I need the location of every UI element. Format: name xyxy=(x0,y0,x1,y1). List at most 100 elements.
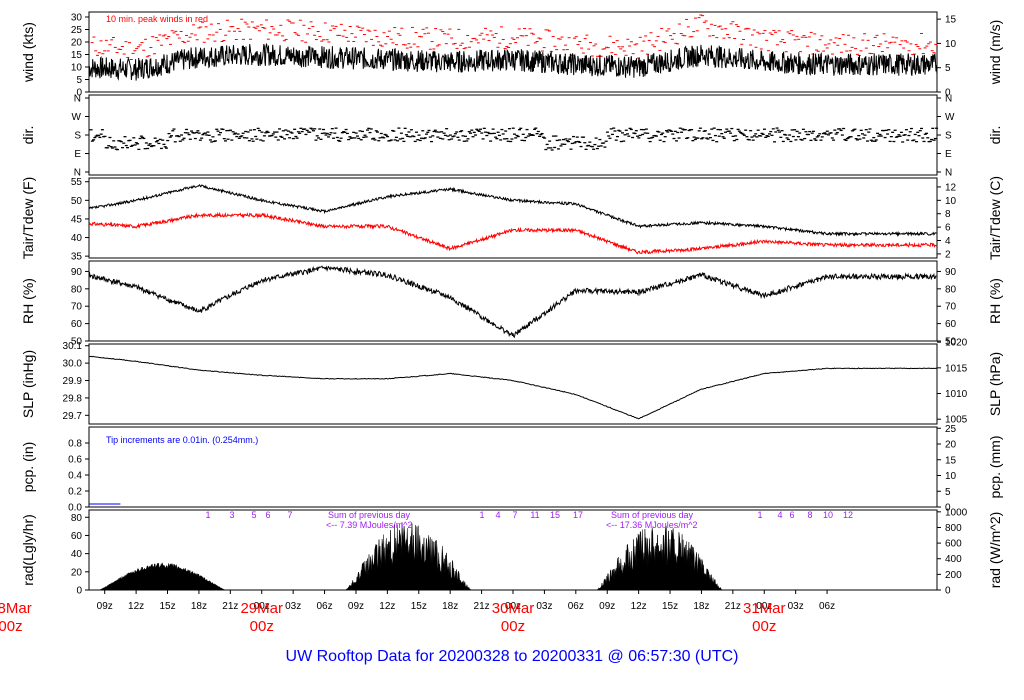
x-tick-label: 21z xyxy=(725,601,741,612)
rad-wm2-tick-label: 400 xyxy=(945,554,962,565)
x-tick-label: 18z xyxy=(442,601,458,612)
pressure-line xyxy=(88,355,938,420)
rad-tick-label: 0 xyxy=(76,586,82,597)
slp-hpa-tick-label: 1010 xyxy=(945,389,968,400)
x-tick-label: 00z xyxy=(505,601,521,612)
x-tick-label: 09z xyxy=(348,601,364,612)
rad-hour-mark: 15 xyxy=(550,510,560,520)
dir-tick-label: S xyxy=(74,131,81,142)
rh-r-tick-label: 70 xyxy=(945,302,957,313)
panel-frame-2 xyxy=(88,177,938,259)
day-label-date: 29Mar xyxy=(240,600,283,617)
slp-tick-label: 30.0 xyxy=(63,359,83,370)
x-tick-label: 03z xyxy=(788,601,804,612)
dir-tick-label-right: S xyxy=(945,131,952,142)
rh-r-tick-label: 90 xyxy=(945,267,957,278)
dewpoint-line xyxy=(88,211,937,255)
rad-tick-label: 40 xyxy=(71,549,83,560)
radiation-day-1 xyxy=(99,562,226,591)
dir-tick-label-right: N xyxy=(945,94,952,105)
dir-tick-label: W xyxy=(72,112,82,123)
pcp-tick-label: 0.2 xyxy=(68,487,82,498)
day-label-hour: 00z xyxy=(752,618,776,635)
rh-tick-label: 70 xyxy=(71,302,83,313)
pcp-tick-label: 0.8 xyxy=(68,439,82,450)
rad-hour-mark: 10 xyxy=(823,510,833,520)
wind-tick-label: 0 xyxy=(76,88,82,99)
wind-ms-tick-label: 5 xyxy=(945,63,951,74)
rad-hour-mark: 1 xyxy=(757,510,762,520)
x-tick-label: 06z xyxy=(316,601,332,612)
rh-r-tick-label: 80 xyxy=(945,284,957,295)
wind-ms-tick-label: 10 xyxy=(945,39,957,50)
x-tick-label: 15z xyxy=(159,601,175,612)
wind-tick-label: 20 xyxy=(71,38,83,49)
pcp-tick-label: 0.0 xyxy=(68,503,82,514)
x-tick-label: 12z xyxy=(128,601,144,612)
pcp-mm-tick-label: 25 xyxy=(945,424,957,435)
temp-c-tick-label: 10 xyxy=(945,196,957,207)
day-label-date: 31Mar xyxy=(743,600,786,617)
temp-c-tick-label: 2 xyxy=(945,249,951,260)
rh-tick-label: 60 xyxy=(71,319,83,330)
slp-tick-label: 30.1 xyxy=(63,341,83,352)
rad-wm2-tick-label: 1000 xyxy=(945,507,968,518)
x-tick-label: 15z xyxy=(411,601,427,612)
wind-ylabel-right: wind (m/s) xyxy=(987,20,1003,86)
wind-tick-label: 25 xyxy=(71,25,83,36)
pcp-mm-tick-label: 15 xyxy=(945,455,957,466)
slp-tick-label: 29.8 xyxy=(63,393,83,404)
rad-wm2-tick-label: 0 xyxy=(945,586,951,597)
dir-tick-label: E xyxy=(74,149,81,160)
rad-hour-mark: 4 xyxy=(777,510,782,520)
temp-tick-label: 40 xyxy=(71,233,83,244)
x-tick-label: 03z xyxy=(536,601,552,612)
pcp-tick-label: 0.6 xyxy=(68,455,82,466)
rh-ylabel-right: RH (%) xyxy=(987,278,1003,324)
rad-hour-mark: 6 xyxy=(789,510,794,520)
pcp-ylabel-right: pcp. (mm) xyxy=(987,436,1003,499)
x-tick-label: 00z xyxy=(756,601,772,612)
day-label-hour: 00z xyxy=(501,618,525,635)
rad-note-2: <-- 7.39 MJoules/m^2 xyxy=(326,520,413,530)
rad-note-3: Sum of previous day xyxy=(611,510,694,520)
panel-frame-6 xyxy=(88,509,938,591)
panel-frame-3 xyxy=(88,260,938,342)
wind-ms-tick-label: 0 xyxy=(945,88,951,99)
rh-r-tick-label: 50 xyxy=(945,337,957,348)
temp-c-tick-label: 6 xyxy=(945,223,951,234)
wind-tick-label: 15 xyxy=(71,50,83,61)
dir-tick-label: N xyxy=(74,168,81,179)
x-tick-label: 03z xyxy=(285,601,301,612)
panel-frame-0 xyxy=(88,11,938,93)
rad-hour-mark: 17 xyxy=(573,510,583,520)
rad-ylabel-right: rad (W/m^2) xyxy=(987,512,1003,589)
slp-hpa-tick-label: 1015 xyxy=(945,363,968,374)
wind-direction-marks xyxy=(89,127,939,151)
temp-tick-label: 50 xyxy=(71,196,83,207)
rad-tick-label: 80 xyxy=(71,513,83,524)
air-temp-line xyxy=(89,183,937,238)
pcp-mm-tick-label: 10 xyxy=(945,471,957,482)
rh-ylabel: RH (%) xyxy=(20,278,36,324)
temp-ylabel: Tair/Tdew (F) xyxy=(20,177,36,259)
temp-c-tick-label: 12 xyxy=(945,182,957,193)
x-tick-label: 12z xyxy=(631,601,647,612)
x-tick-label: 06z xyxy=(819,601,835,612)
rad-tick-label: 60 xyxy=(71,531,83,542)
rad-hour-mark: 7 xyxy=(512,510,517,520)
wind-tick-label: 5 xyxy=(76,75,82,86)
rh-line xyxy=(88,265,937,339)
x-tick-label: 09z xyxy=(97,601,113,612)
precip-note: Tip increments are 0.01in. (0.254mm.) xyxy=(106,435,258,445)
wind-speed-line xyxy=(88,43,938,81)
dir-tick-label-right: N xyxy=(945,168,952,179)
rad-wm2-tick-label: 800 xyxy=(945,523,962,534)
rad-hour-mark: 11 xyxy=(530,510,539,520)
rad-hour-mark: 12 xyxy=(843,510,853,520)
temp-tick-label: 35 xyxy=(71,252,83,263)
x-tick-label: 21z xyxy=(474,601,490,612)
temp-ylabel-right: Tair/Tdew (C) xyxy=(987,176,1003,260)
slp-hpa-tick-label: 1020 xyxy=(945,338,968,349)
